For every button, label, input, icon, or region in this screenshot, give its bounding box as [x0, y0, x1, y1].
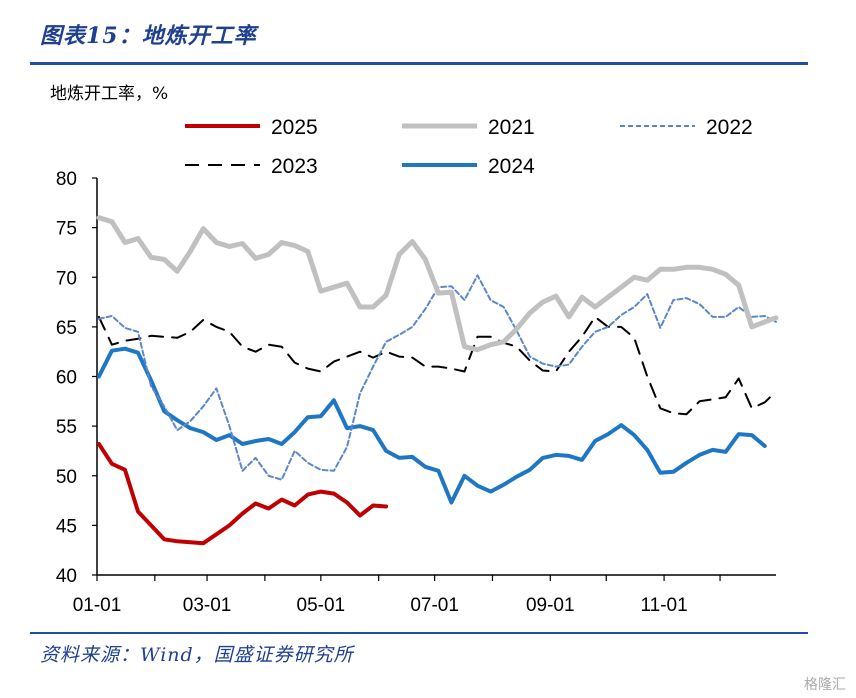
x-tick-label: 11-01: [640, 595, 687, 616]
x-tick-label: 01-01: [73, 595, 122, 616]
y-axis-label: 地炼开工率，%: [50, 84, 168, 104]
y-tick-label: 45: [56, 516, 77, 537]
y-tick-label: 75: [56, 219, 77, 240]
series-group: [96, 215, 779, 546]
series-line-2025: [96, 442, 389, 546]
series-line-2023: [97, 315, 777, 416]
y-tick-label: 60: [56, 368, 77, 389]
axes: 40 45 50 55 60 65 70 75 80 01-01 03-01 05-01 07-01 09…: [56, 169, 776, 616]
series-line-2021: [96, 215, 779, 353]
source-rule: [30, 632, 808, 634]
x-tick-label: 05-01: [297, 595, 346, 616]
legend-label-2024: 2024: [488, 155, 535, 178]
legend-label-2021: 2021: [488, 116, 535, 139]
y-tick-label: 70: [56, 268, 77, 289]
y-tick-label: 50: [56, 467, 77, 488]
source-note: 资料来源：Wind，国盛证券研究所: [40, 644, 354, 666]
watermark: 格隆汇: [804, 677, 846, 693]
y-tick-label: 55: [56, 417, 77, 438]
y-tick-label: 65: [56, 318, 77, 339]
series-line-2022: [97, 274, 777, 481]
series-line-2024: [96, 346, 767, 505]
x-tick-label: 07-01: [410, 595, 459, 616]
title-rule: [30, 62, 808, 65]
y-tick-label: 40: [56, 566, 77, 587]
legend-label-2022: 2022: [706, 116, 753, 139]
legend-label-2023: 2023: [271, 155, 318, 178]
x-tick-label: 03-01: [183, 595, 232, 616]
legend-label-2025: 2025: [271, 116, 318, 139]
legend: 2025 2021 2022 2023 2024: [185, 116, 753, 178]
y-tick-label: 80: [56, 169, 77, 190]
x-tick-label: 09-01: [526, 595, 575, 616]
figure-title: 图表15：地炼开工率: [40, 23, 257, 49]
